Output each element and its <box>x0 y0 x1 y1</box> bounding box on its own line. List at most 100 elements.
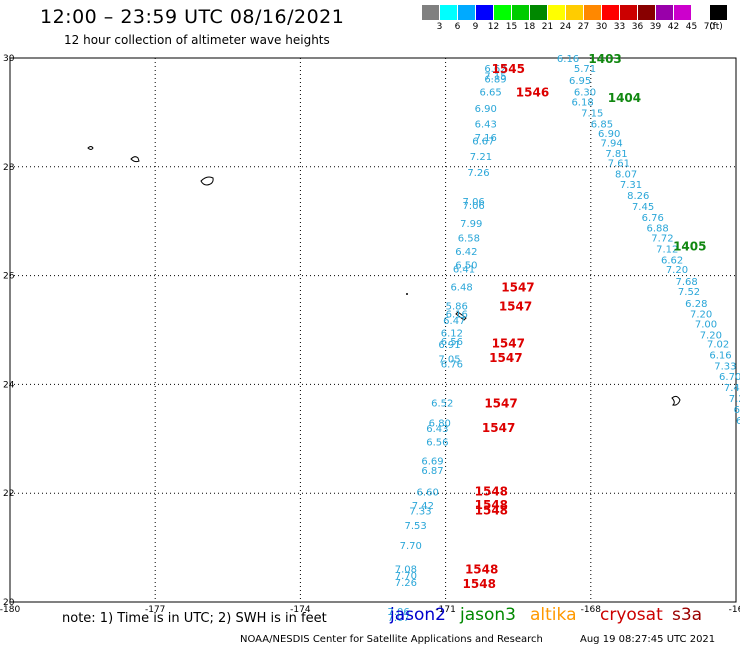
pass-time-label: 1545 <box>492 62 525 76</box>
footer-timestamp: Aug 19 08:27:45 UTC 2021 <box>580 634 716 645</box>
wave-height-value: 7.26 <box>395 578 417 589</box>
wave-height-value: 7.02 <box>707 340 729 351</box>
pass-time-label: 1547 <box>501 280 534 294</box>
wave-height-value: 6.18 <box>571 98 593 109</box>
wave-height-value: 7.15 <box>484 71 506 82</box>
pass-time-label: 1548 <box>475 504 508 518</box>
satellite-cryosat-label: cryosat <box>600 605 663 625</box>
wave-height-value: 6.43 <box>426 424 448 435</box>
wave-height-value: 7.12 <box>656 244 678 255</box>
legend-label: 39 <box>649 22 662 32</box>
wave-height-value: 7.68 <box>676 277 698 288</box>
wave-height-value: 7.45 <box>632 202 654 213</box>
legend-label: 6 <box>454 22 461 32</box>
legend-label: 15 <box>505 22 518 32</box>
wave-height-value: 7.08 <box>395 564 417 575</box>
wave-height-value: 6.50 <box>455 261 477 272</box>
page-title: 12:00 – 23:59 UTC 08/16/2021 <box>40 6 345 28</box>
wave-height-value: 7.21 <box>470 152 492 163</box>
legend-label: 18 <box>523 22 536 32</box>
legend-swatch <box>530 5 547 20</box>
satellite-s3a-label: s3a <box>672 605 703 625</box>
pass-time-label: 1548 <box>475 498 508 512</box>
wave-height-value: 6.58 <box>458 234 480 245</box>
legend-swatch <box>440 5 457 20</box>
wave-height-value: 6.80 <box>429 418 451 429</box>
legend-swatch <box>566 5 583 20</box>
wave-height-value: 7.33 <box>714 361 736 372</box>
legend-label: 45 <box>685 22 698 32</box>
legend-swatch <box>656 5 673 20</box>
pass-time-label: 1405 <box>673 240 706 254</box>
wave-height-value: 6.85 <box>591 119 613 130</box>
pass-time-label: 1547 <box>499 300 532 314</box>
lon-tick-label: -168 <box>581 605 602 615</box>
wave-height-value: 7.05 <box>438 354 460 365</box>
wave-height-value: 6.42 <box>455 247 477 258</box>
wave-height-value: 7.06 <box>463 197 485 208</box>
pass-time-label: 1547 <box>489 351 522 365</box>
pass-time-label: 1547 <box>484 396 517 410</box>
wave-height-value: 7.70 <box>400 541 422 552</box>
wave-height-value: 7.20 <box>690 310 712 321</box>
legend-label: 30 <box>595 22 608 32</box>
lon-tick-label: -174 <box>290 605 311 615</box>
wave-height-value: 7.49 <box>724 383 740 394</box>
island-dot <box>406 293 408 295</box>
wave-height-value: 7.06 <box>463 201 485 212</box>
wave-height-value: 7.07 <box>388 613 410 624</box>
wave-height-value: 7.20 <box>700 330 722 341</box>
legend-swatch <box>692 5 709 20</box>
legend-label: 21 <box>541 22 554 32</box>
legend-swatch <box>674 5 691 20</box>
wave-height-value: 7.33 <box>409 507 431 518</box>
wave-height-value: 6.62 <box>484 64 506 75</box>
island-outline <box>87 146 94 150</box>
wave-height-value: 6.42 <box>734 405 740 416</box>
wave-height-value: 7.42 <box>412 501 434 512</box>
legend-label: 12 <box>487 22 500 32</box>
pass-time-label: 1403 <box>588 52 621 66</box>
pass-time-label: 1547 <box>492 337 525 351</box>
legend-label: 36 <box>631 22 644 32</box>
wave-height-value: 6.12 <box>441 329 463 340</box>
wave-height-value: 6.90 <box>475 104 497 115</box>
island-outline <box>671 395 681 406</box>
legend-swatch <box>584 5 601 20</box>
lat-tick-label: 30 <box>3 54 15 64</box>
wave-height-value: 6.69 <box>421 457 443 468</box>
wave-height-value: 6.76 <box>642 213 664 224</box>
wave-height-value: 7.00 <box>695 319 717 330</box>
wave-height-value: 6.88 <box>646 224 668 235</box>
wave-height-value: 6.28 <box>685 299 707 310</box>
wave-height-value: 6.43 <box>475 119 497 130</box>
lon-tick-label: -171 <box>435 605 455 615</box>
lat-tick-label: 28 <box>3 163 15 173</box>
wave-height-value: 7.72 <box>651 234 673 245</box>
wave-height-value: 6.65 <box>479 88 501 99</box>
pass-time-label: 1548 <box>475 484 508 498</box>
wave-height-value: 6.48 <box>450 282 472 293</box>
wave-height-value: 6.56 <box>441 337 463 348</box>
wave-height-value: 7.23 <box>729 394 740 405</box>
legend-label: 9 <box>472 22 479 32</box>
wave-height-value: 6.16 <box>709 350 731 361</box>
lat-tick-label: 26 <box>3 272 15 282</box>
wave-height-value: 5.71 <box>574 64 596 75</box>
page-subtitle: 12 hour collection of altimeter wave hei… <box>64 33 330 47</box>
wave-height-value: 6.91 <box>438 340 460 351</box>
pass-time-label: 1548 <box>465 562 498 576</box>
wave-height-value: 8.26 <box>627 191 649 202</box>
satellite-jason2-label: jason2 <box>390 605 446 625</box>
footer-organization: NOAA/NESDIS Center for Satellite Applica… <box>240 634 543 645</box>
wave-height-value: 7.52 <box>678 287 700 298</box>
wave-height-value: 6.87 <box>421 466 443 477</box>
wave-height-value: 8.07 <box>615 169 637 180</box>
wave-height-value: 6.76 <box>441 360 463 371</box>
wave-height-value: 7.15 <box>581 108 603 119</box>
legend-label: 33 <box>613 22 626 32</box>
wave-height-value: 6.67 <box>472 137 494 148</box>
wave-height-value: 6.16 <box>557 54 579 65</box>
wave-height-value: 6.60 <box>417 488 439 499</box>
